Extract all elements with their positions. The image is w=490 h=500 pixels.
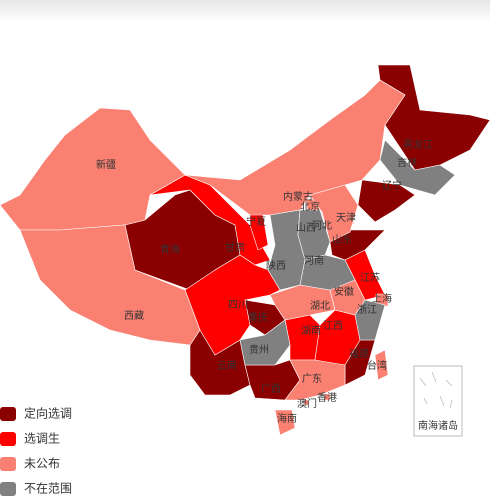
- inset-label: 南海诸岛: [418, 419, 458, 432]
- province-label: 内蒙古: [283, 190, 313, 203]
- province-label: 湖南: [301, 324, 321, 337]
- province-label: 云南: [217, 359, 237, 372]
- province-label: 吉林: [397, 156, 417, 169]
- province-label: 安徽: [334, 285, 354, 298]
- province-label: 上海: [372, 292, 392, 305]
- province: [239, 319, 291, 366]
- legend-label[interactable]: 定向选调: [24, 406, 72, 421]
- province-label: 浙江: [357, 304, 377, 316]
- province: [303, 399, 310, 406]
- legend-swatch[interactable]: [0, 457, 16, 471]
- top-shadow: [0, 0, 490, 22]
- province-label: 天津: [336, 212, 356, 224]
- province-label: 四川: [228, 300, 248, 311]
- province: [375, 293, 389, 307]
- province-label: 山东: [332, 233, 352, 246]
- province-label: 新疆: [96, 158, 116, 171]
- province-label: 西藏: [124, 310, 144, 322]
- province-label: 江苏: [360, 271, 380, 284]
- south-sea-inset: 南海诸岛: [413, 365, 463, 437]
- legend-label[interactable]: 选调生: [24, 432, 60, 446]
- province-label: 贵州: [249, 343, 269, 356]
- province-label: 陕西: [266, 259, 286, 272]
- province: [354, 299, 386, 341]
- province: [284, 359, 346, 401]
- province-label: 重庆: [248, 311, 268, 324]
- province-label: 香港: [317, 392, 337, 404]
- legend-swatch[interactable]: [0, 432, 16, 446]
- province-label: 广西: [261, 383, 281, 395]
- province: [274, 409, 296, 436]
- legend-swatch[interactable]: [0, 482, 16, 496]
- province-label: 海南: [277, 412, 297, 425]
- province-label: 山西: [296, 222, 316, 234]
- province-label: 甘肃: [225, 241, 245, 254]
- province: [284, 314, 321, 361]
- province-label: 辽宁: [382, 179, 402, 192]
- province: [19, 224, 201, 346]
- province: [374, 349, 389, 381]
- province-label: 河北: [312, 220, 332, 232]
- province-label: 澳门: [297, 397, 317, 410]
- province-label: 福建: [349, 347, 369, 360]
- province: [379, 139, 456, 196]
- province-label: 湖北: [310, 300, 330, 312]
- province-label: 黑龙江: [403, 138, 433, 151]
- legend-label[interactable]: 不在范围: [24, 482, 72, 496]
- province-label: 北京: [300, 200, 320, 213]
- province: [299, 254, 356, 291]
- legend-label[interactable]: 未公布: [24, 457, 60, 471]
- province-label: 宁夏: [246, 215, 266, 228]
- province-label: 河南: [304, 254, 324, 267]
- province-label: 广东: [302, 372, 322, 385]
- province-label: 青海: [160, 243, 180, 256]
- province-label: 台湾: [367, 359, 387, 372]
- legend-swatch[interactable]: [0, 407, 16, 421]
- province-label: 江西: [323, 320, 343, 332]
- province: [309, 184, 359, 243]
- province: [323, 393, 331, 401]
